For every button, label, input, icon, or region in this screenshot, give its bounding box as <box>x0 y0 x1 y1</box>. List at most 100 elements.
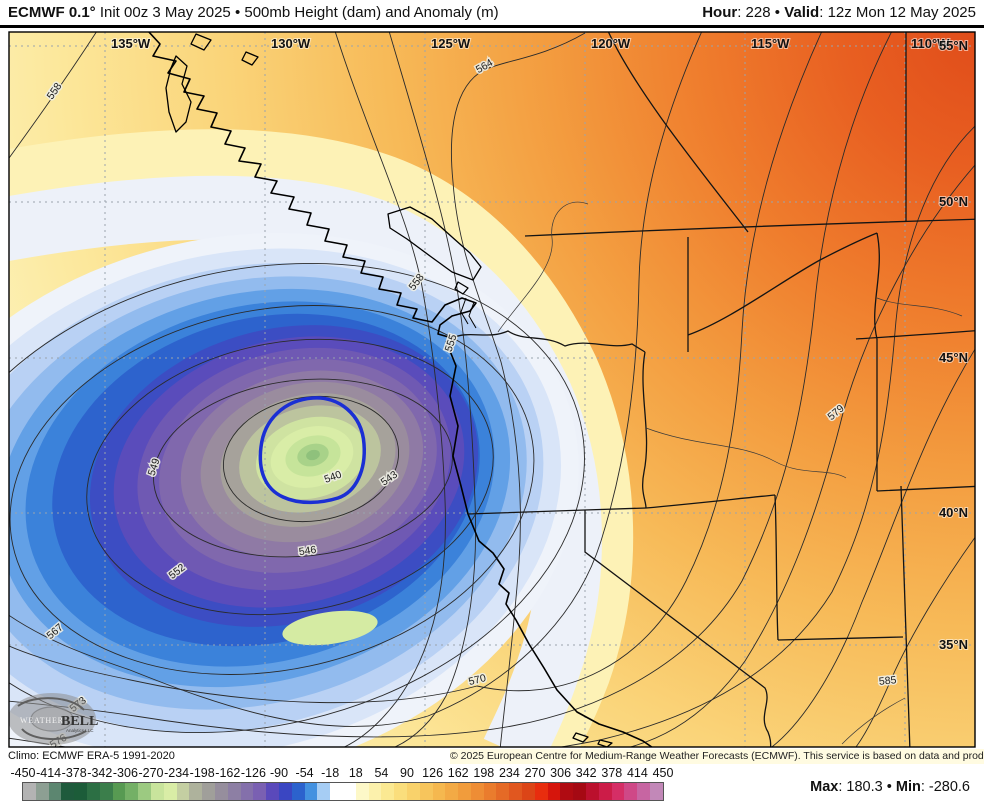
colorbar-tick: -90 <box>269 766 289 780</box>
colorbar-segment <box>304 783 318 800</box>
colorbar-tick: -54 <box>295 766 314 780</box>
colorbar-tick: 126 <box>422 766 444 780</box>
colorbar-tick: 90 <box>400 766 414 780</box>
colorbar-segment <box>48 783 62 800</box>
colorbar-segment <box>291 783 305 800</box>
init-time: Init 00z 3 May 2025 <box>95 4 231 21</box>
colorbar-tick: 270 <box>524 766 546 780</box>
colorbar-tick: 414 <box>626 766 648 780</box>
colorbar-segment <box>227 783 241 800</box>
longitude-label: 130°W <box>271 36 311 51</box>
latitude-label: 50°N <box>939 194 968 209</box>
colorbar-segment <box>355 783 369 800</box>
colorbar-segment <box>496 783 510 800</box>
colorbar-tick: -198 <box>189 766 215 780</box>
height-contours <box>9 32 975 747</box>
colorbar-zone: -450 -414 -378 -342 -306 -270 -234 -198 -162 -126… <box>0 764 984 808</box>
colorbar-segment <box>99 783 113 800</box>
latitude-label: 35°N <box>939 637 968 652</box>
colorbar-segment <box>61 783 75 800</box>
colorbar-segment <box>534 783 548 800</box>
negative-anomaly-field <box>9 233 579 747</box>
colorbar-tick: -414 <box>36 766 62 780</box>
colorbar-segment <box>560 783 574 800</box>
copyright-note: © 2025 European Centre for Medium-Range … <box>450 749 984 764</box>
colorbar-segment <box>163 783 177 800</box>
colorbar-segment <box>547 783 561 800</box>
colorbar-segment <box>586 783 599 800</box>
info-strip: Climo: ECMWF ERA-5 1991-2020 © 2025 Euro… <box>0 749 984 764</box>
latitude-label: 45°N <box>939 350 968 365</box>
colorbar-segment <box>573 783 587 800</box>
closed-low-540-contour <box>258 396 366 505</box>
stats-bullet: • <box>886 779 896 795</box>
haida-gwaii-island <box>165 55 192 133</box>
logo-text-weather: WEATHER <box>20 716 64 725</box>
colorbar-tick: -450 <box>10 766 36 780</box>
valid-bullet: • <box>774 4 781 21</box>
valid-label: Valid <box>784 4 820 21</box>
logo-tagline: Analytics LLC <box>66 728 94 733</box>
colorbar-segment <box>419 783 433 800</box>
colorbar-segment <box>240 783 254 800</box>
colorbar-segment <box>611 783 625 800</box>
longitude-label: 125°W <box>431 36 471 51</box>
title-bullet: • <box>234 4 241 21</box>
colorbar-segment <box>253 783 267 800</box>
valid-title: Hour: 228 • Valid: 12z Mon 12 May 2025 <box>702 4 976 21</box>
colorbar-segment <box>278 783 292 800</box>
colorbar-tick-labels: -450 -414 -378 -342 -306 -270 -234 -198 -162 -126… <box>0 766 700 780</box>
colorbar-tick: 162 <box>447 766 469 780</box>
valid-value: : 12z Mon 12 May 2025 <box>819 4 976 21</box>
logo-text-bell: BELL <box>61 714 98 729</box>
colorbar-segment <box>150 783 164 800</box>
contour-label: 585 <box>878 674 897 688</box>
climo-note: Climo: ECMWF ERA-5 1991-2020 <box>8 750 175 762</box>
contour-label: 546 <box>298 544 317 558</box>
colorbar-segment <box>330 783 343 800</box>
colorbar-segment <box>624 783 638 800</box>
colorbar-segment <box>470 783 484 800</box>
colorbar-segment <box>522 783 535 800</box>
colorbar-segment <box>637 783 651 800</box>
contour-label: 570 <box>467 672 487 688</box>
colorbar <box>22 782 664 801</box>
colorbar-segment <box>138 783 151 800</box>
colorbar-segment <box>598 783 612 800</box>
colorbar-tick: -162 <box>215 766 241 780</box>
colorbar-tick: -18 <box>321 766 340 780</box>
map: 135°W 130°W 125°W 120°W 115°W 110°W 55°N 50°N 45… <box>0 31 984 748</box>
colorbar-tick: 54 <box>374 766 389 780</box>
field-title: 500mb Height (dam) and Anomaly (m) <box>244 4 499 21</box>
colorbar-segment <box>483 783 497 800</box>
colorbar-tick: 234 <box>498 766 520 780</box>
colorbar-segment <box>458 783 471 800</box>
vancouver-island <box>387 206 482 281</box>
colorbar-segment <box>35 783 49 800</box>
colorbar-segment <box>125 783 139 800</box>
colorbar-segment <box>368 783 382 800</box>
colorbar-tick: -270 <box>138 766 164 780</box>
max-label: Max <box>810 779 839 795</box>
min-value: : -280.6 <box>920 779 970 795</box>
colorbar-tick: 198 <box>473 766 495 780</box>
product-title: ECMWF 0.1° Init 00z 3 May 2025 • 500mb H… <box>8 4 499 21</box>
colorbar-tick: 450 <box>652 766 674 780</box>
latitude-label: 55°N <box>939 38 968 53</box>
colorbar-tick: -126 <box>240 766 266 780</box>
colorbar-segment <box>432 783 446 800</box>
colorbar-segment <box>509 783 523 800</box>
colorbar-segment <box>214 783 228 800</box>
latitude-label: 40°N <box>939 505 968 520</box>
colorbar-segment <box>445 783 459 800</box>
colorbar-segment <box>74 783 87 800</box>
colorbar-tick: -306 <box>112 766 138 780</box>
colorbar-tick: 342 <box>575 766 597 780</box>
colorbar-segment <box>650 783 663 800</box>
min-label: Min <box>895 779 921 795</box>
colorbar-segment <box>176 783 190 800</box>
max-value: : 180.3 <box>838 779 887 795</box>
max-min-stats: Max: 180.3 • Min: -280.6 <box>690 779 970 795</box>
longitude-label: 115°W <box>751 36 790 51</box>
